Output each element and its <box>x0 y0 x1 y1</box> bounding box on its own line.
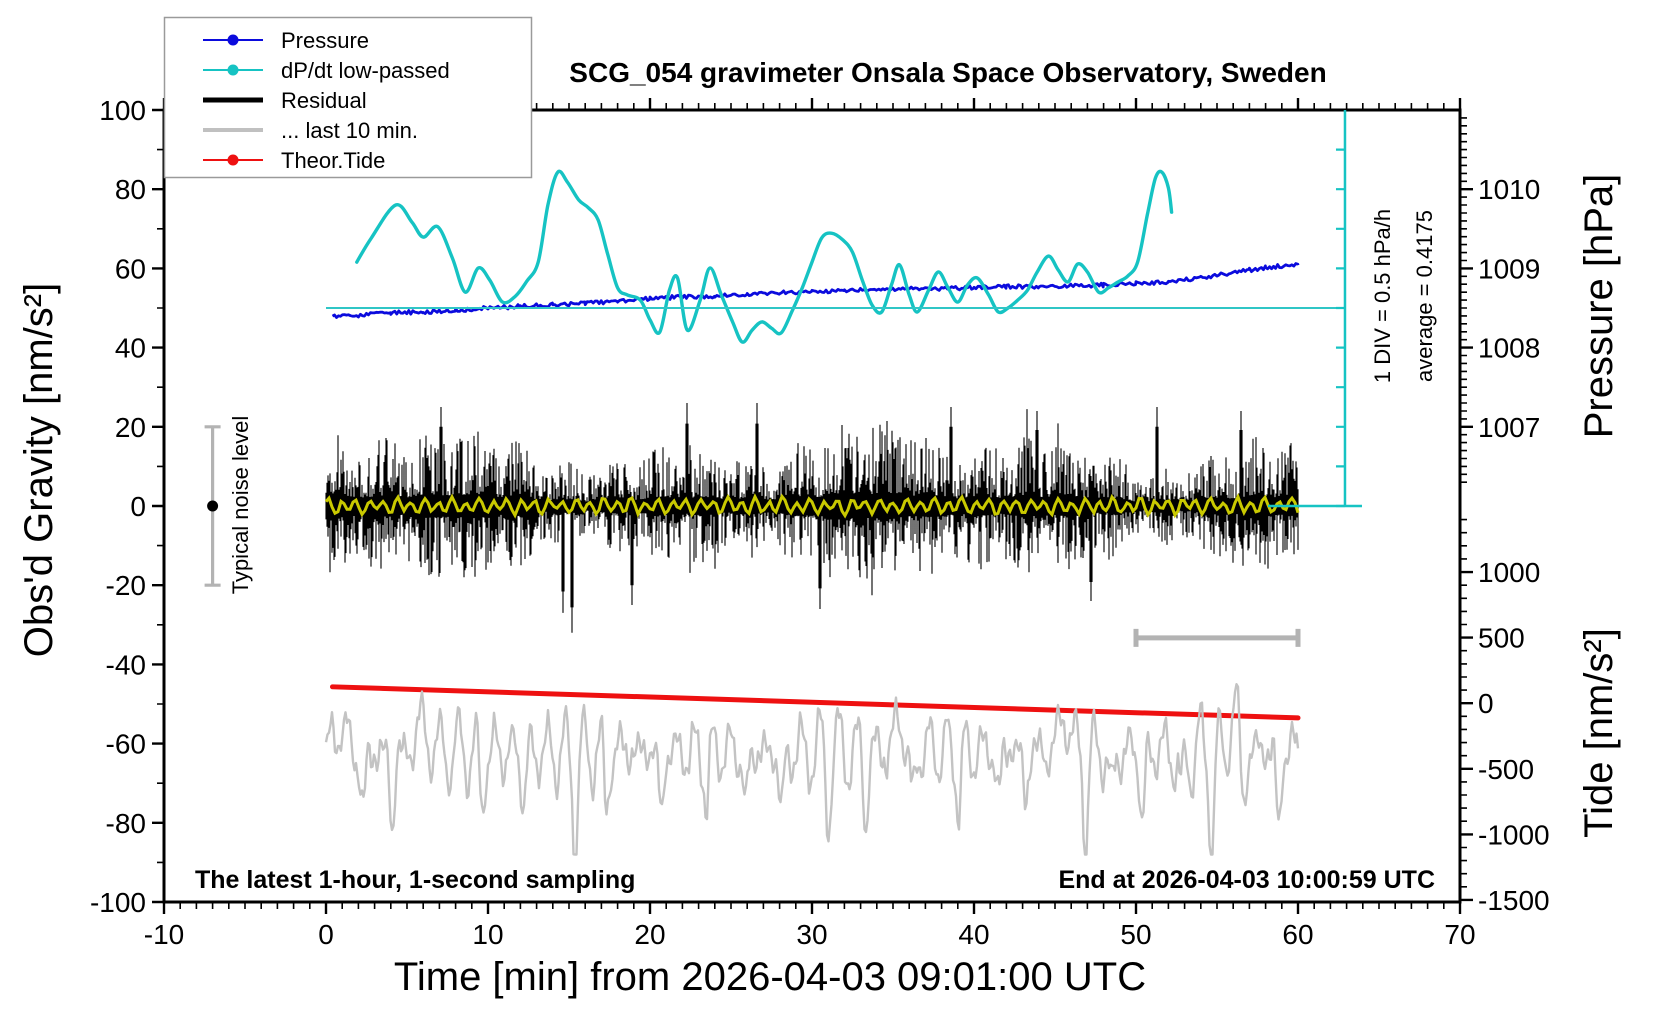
legend-label: Pressure <box>281 28 369 53</box>
x-tick-label: -10 <box>144 919 184 950</box>
tide-tick-label: -500 <box>1478 754 1534 785</box>
gravity-tick-label: 80 <box>115 174 146 205</box>
gravity-tick-label: 40 <box>115 333 146 364</box>
tide-tick-label: -1500 <box>1478 885 1550 916</box>
gravity-tick-label: 0 <box>130 491 146 522</box>
major-ticks <box>152 98 1473 914</box>
tide-marker-dot <box>227 154 239 166</box>
last10min-trace <box>324 683 1300 856</box>
pressure-tick-label: 1007 <box>1478 412 1540 443</box>
chart-title: SCG_054 gravimeter Onsala Space Observat… <box>569 57 1326 88</box>
dpdt-marker-dot <box>227 64 239 76</box>
pressure-tick-label: 1009 <box>1478 253 1540 284</box>
data-series <box>324 169 1301 856</box>
y-left-axis-title: Obs'd Gravity [nm/s²] <box>17 283 61 657</box>
gravity-tick-label: 100 <box>99 95 146 126</box>
tide-tick-label: 1000 <box>1478 557 1540 588</box>
x-axis-title: Time [min] from 2026-04-03 09:01:00 UTC <box>394 955 1146 999</box>
tide-tick-label: 500 <box>1478 623 1525 654</box>
gravity-tick-label: -40 <box>106 649 146 680</box>
legend-label: Theor.Tide <box>281 148 385 173</box>
legend-label: dP/dt low-passed <box>281 58 450 83</box>
theor-tide-line <box>329 684 1301 721</box>
x-tick-label: 30 <box>796 919 827 950</box>
noise-level-label: Typical noise level <box>228 416 253 595</box>
x-tick-label: 50 <box>1120 919 1151 950</box>
legend-label: ... last 10 min. <box>281 118 418 143</box>
pressure-tick-label: 1008 <box>1478 333 1540 364</box>
legend-item-pressure: Pressure <box>203 28 369 53</box>
pressure-marker-dot <box>227 34 239 46</box>
average-annotation: average = 0.4175 <box>1412 210 1437 382</box>
legend-label: Residual <box>281 88 367 113</box>
x-tick-label: 10 <box>472 919 503 950</box>
axis-ticks: -10 0 10 20 30 40 50 60 70100806040200-20-40-60-… <box>90 95 1550 950</box>
legend-item-dpdt: dP/dt low-passed <box>203 58 450 83</box>
gravity-tick-label: -80 <box>106 808 146 839</box>
gravity-tick-label: 20 <box>115 412 146 443</box>
x-tick-label: 20 <box>634 919 665 950</box>
x-tick-label: 0 <box>318 919 334 950</box>
div-scale-annotation: 1 DIV = 0.5 hPa/h <box>1370 209 1395 383</box>
end-time-note: End at 2026-04-03 10:00:59 UTC <box>1058 866 1435 894</box>
div-scale-bar-ticks <box>1335 148 1345 508</box>
tide-axis-title: Tide [nm/s²] <box>1577 628 1621 838</box>
pressure-axis-title: Pressure [hPa] <box>1577 174 1621 439</box>
pressure-tick-label: 1010 <box>1478 174 1540 205</box>
residual-trace <box>325 403 1299 633</box>
legend: Pressure dP/dt low-passed Residual ... l… <box>163 16 533 179</box>
legend-item-residual: Residual <box>203 88 367 113</box>
minor-ticks <box>157 103 1467 909</box>
gravity-tick-label: 60 <box>115 253 146 284</box>
gravity-tick-label: -20 <box>106 570 146 601</box>
x-tick-label: 60 <box>1282 919 1313 950</box>
x-tick-label: 70 <box>1444 919 1475 950</box>
gravity-tick-label: -100 <box>90 887 146 918</box>
gravity-tick-label: -60 <box>106 729 146 760</box>
residual-lowpass-trace <box>324 492 1300 519</box>
dpdt-trace <box>355 169 1174 344</box>
legend-item-last10: ... last 10 min. <box>203 118 418 143</box>
tide-tick-label: 0 <box>1478 688 1494 719</box>
noise-level-dot <box>207 500 219 512</box>
sampling-note: The latest 1-hour, 1-second sampling <box>195 866 635 894</box>
tide-tick-label: -1000 <box>1478 819 1550 850</box>
annotation-graphics <box>204 110 1362 647</box>
x-tick-label: 40 <box>958 919 989 950</box>
legend-item-tide: Theor.Tide <box>203 148 385 173</box>
